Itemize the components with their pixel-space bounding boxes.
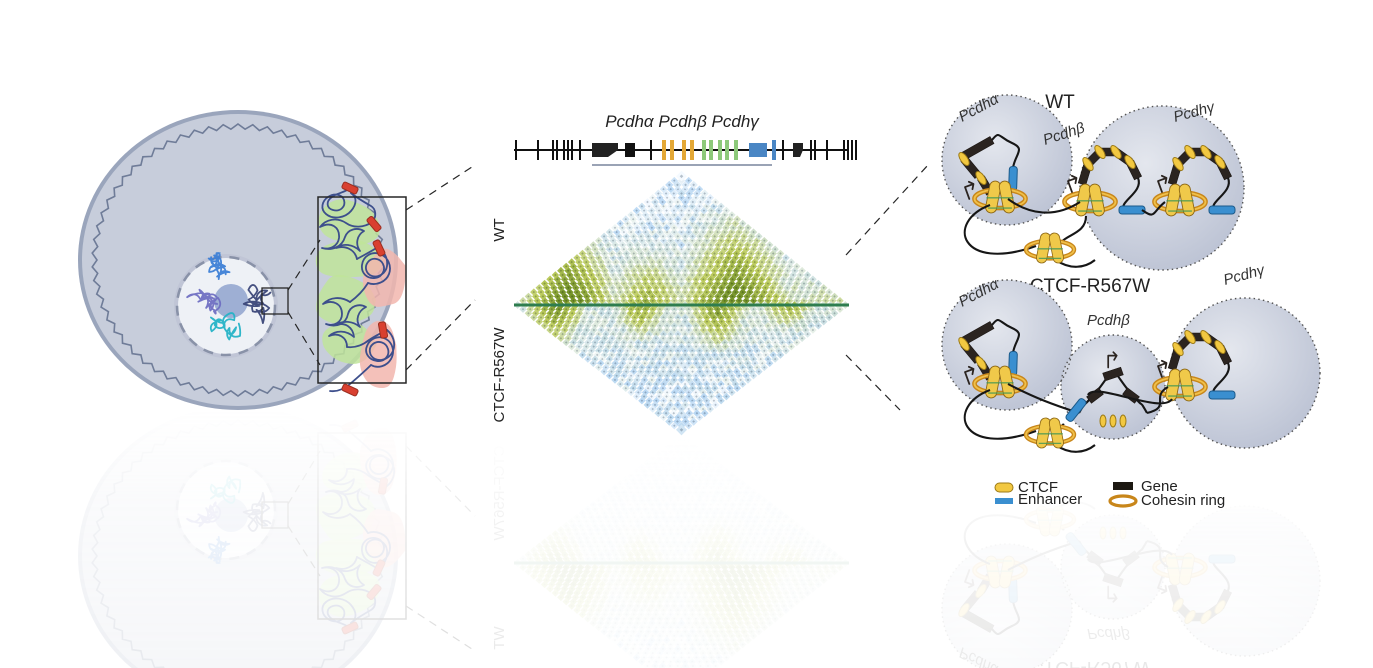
svg-text:CTCF-R567W: CTCF-R567W xyxy=(1030,276,1150,297)
svg-text:Pcdhα Pcdhβ Pcdhγ: Pcdhα Pcdhβ Pcdhγ xyxy=(605,112,760,131)
svg-text:WT: WT xyxy=(1045,92,1075,113)
svg-text:Pcdhβ: Pcdhβ xyxy=(1087,312,1130,329)
svg-text:Cohesin ring: Cohesin ring xyxy=(1141,492,1225,509)
svg-text:WT: WT xyxy=(491,218,508,241)
svg-text:CTCF-R567W: CTCF-R567W xyxy=(491,327,508,423)
svg-text:Enhancer: Enhancer xyxy=(1018,491,1082,508)
